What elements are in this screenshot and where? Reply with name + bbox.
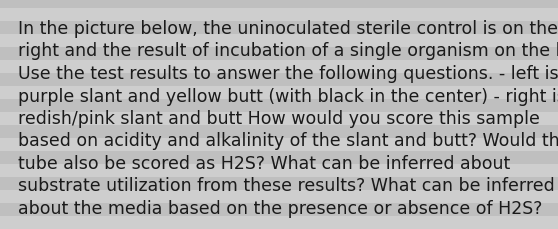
- Bar: [0, 22, 558, 35]
- Text: Use the test results to answer the following questions. - left is: Use the test results to answer the follo…: [18, 65, 558, 83]
- Bar: [0, 138, 558, 151]
- Bar: [0, 125, 558, 138]
- Bar: [0, 203, 558, 216]
- Bar: [0, 48, 558, 61]
- Text: purple slant and yellow butt (with black in the center) - right is: purple slant and yellow butt (with black…: [18, 87, 558, 105]
- Text: In the picture below, the uninoculated sterile control is on the: In the picture below, the uninoculated s…: [18, 20, 558, 38]
- Bar: [0, 164, 558, 177]
- Bar: [0, 177, 558, 190]
- Bar: [0, 9, 558, 22]
- Text: tube also be scored as H2S? What can be inferred about: tube also be scored as H2S? What can be …: [18, 154, 510, 172]
- Text: about the media based on the presence or absence of H2S?: about the media based on the presence or…: [18, 199, 542, 217]
- Text: right and the result of incubation of a single organism on the left.: right and the result of incubation of a …: [18, 42, 558, 60]
- Text: redish/pink slant and butt How would you score this sample: redish/pink slant and butt How would you…: [18, 109, 540, 128]
- Bar: [0, 190, 558, 203]
- Bar: [0, 35, 558, 48]
- Bar: [0, 87, 558, 100]
- Bar: [0, 151, 558, 164]
- Bar: [0, 61, 558, 74]
- Bar: [0, 216, 558, 229]
- Text: based on acidity and alkalinity of the slant and butt? Would this: based on acidity and alkalinity of the s…: [18, 132, 558, 150]
- Bar: [0, 112, 558, 125]
- Bar: [0, 100, 558, 112]
- Bar: [0, 74, 558, 87]
- Text: substrate utilization from these results? What can be inferred: substrate utilization from these results…: [18, 177, 555, 195]
- Bar: [0, 0, 558, 9]
